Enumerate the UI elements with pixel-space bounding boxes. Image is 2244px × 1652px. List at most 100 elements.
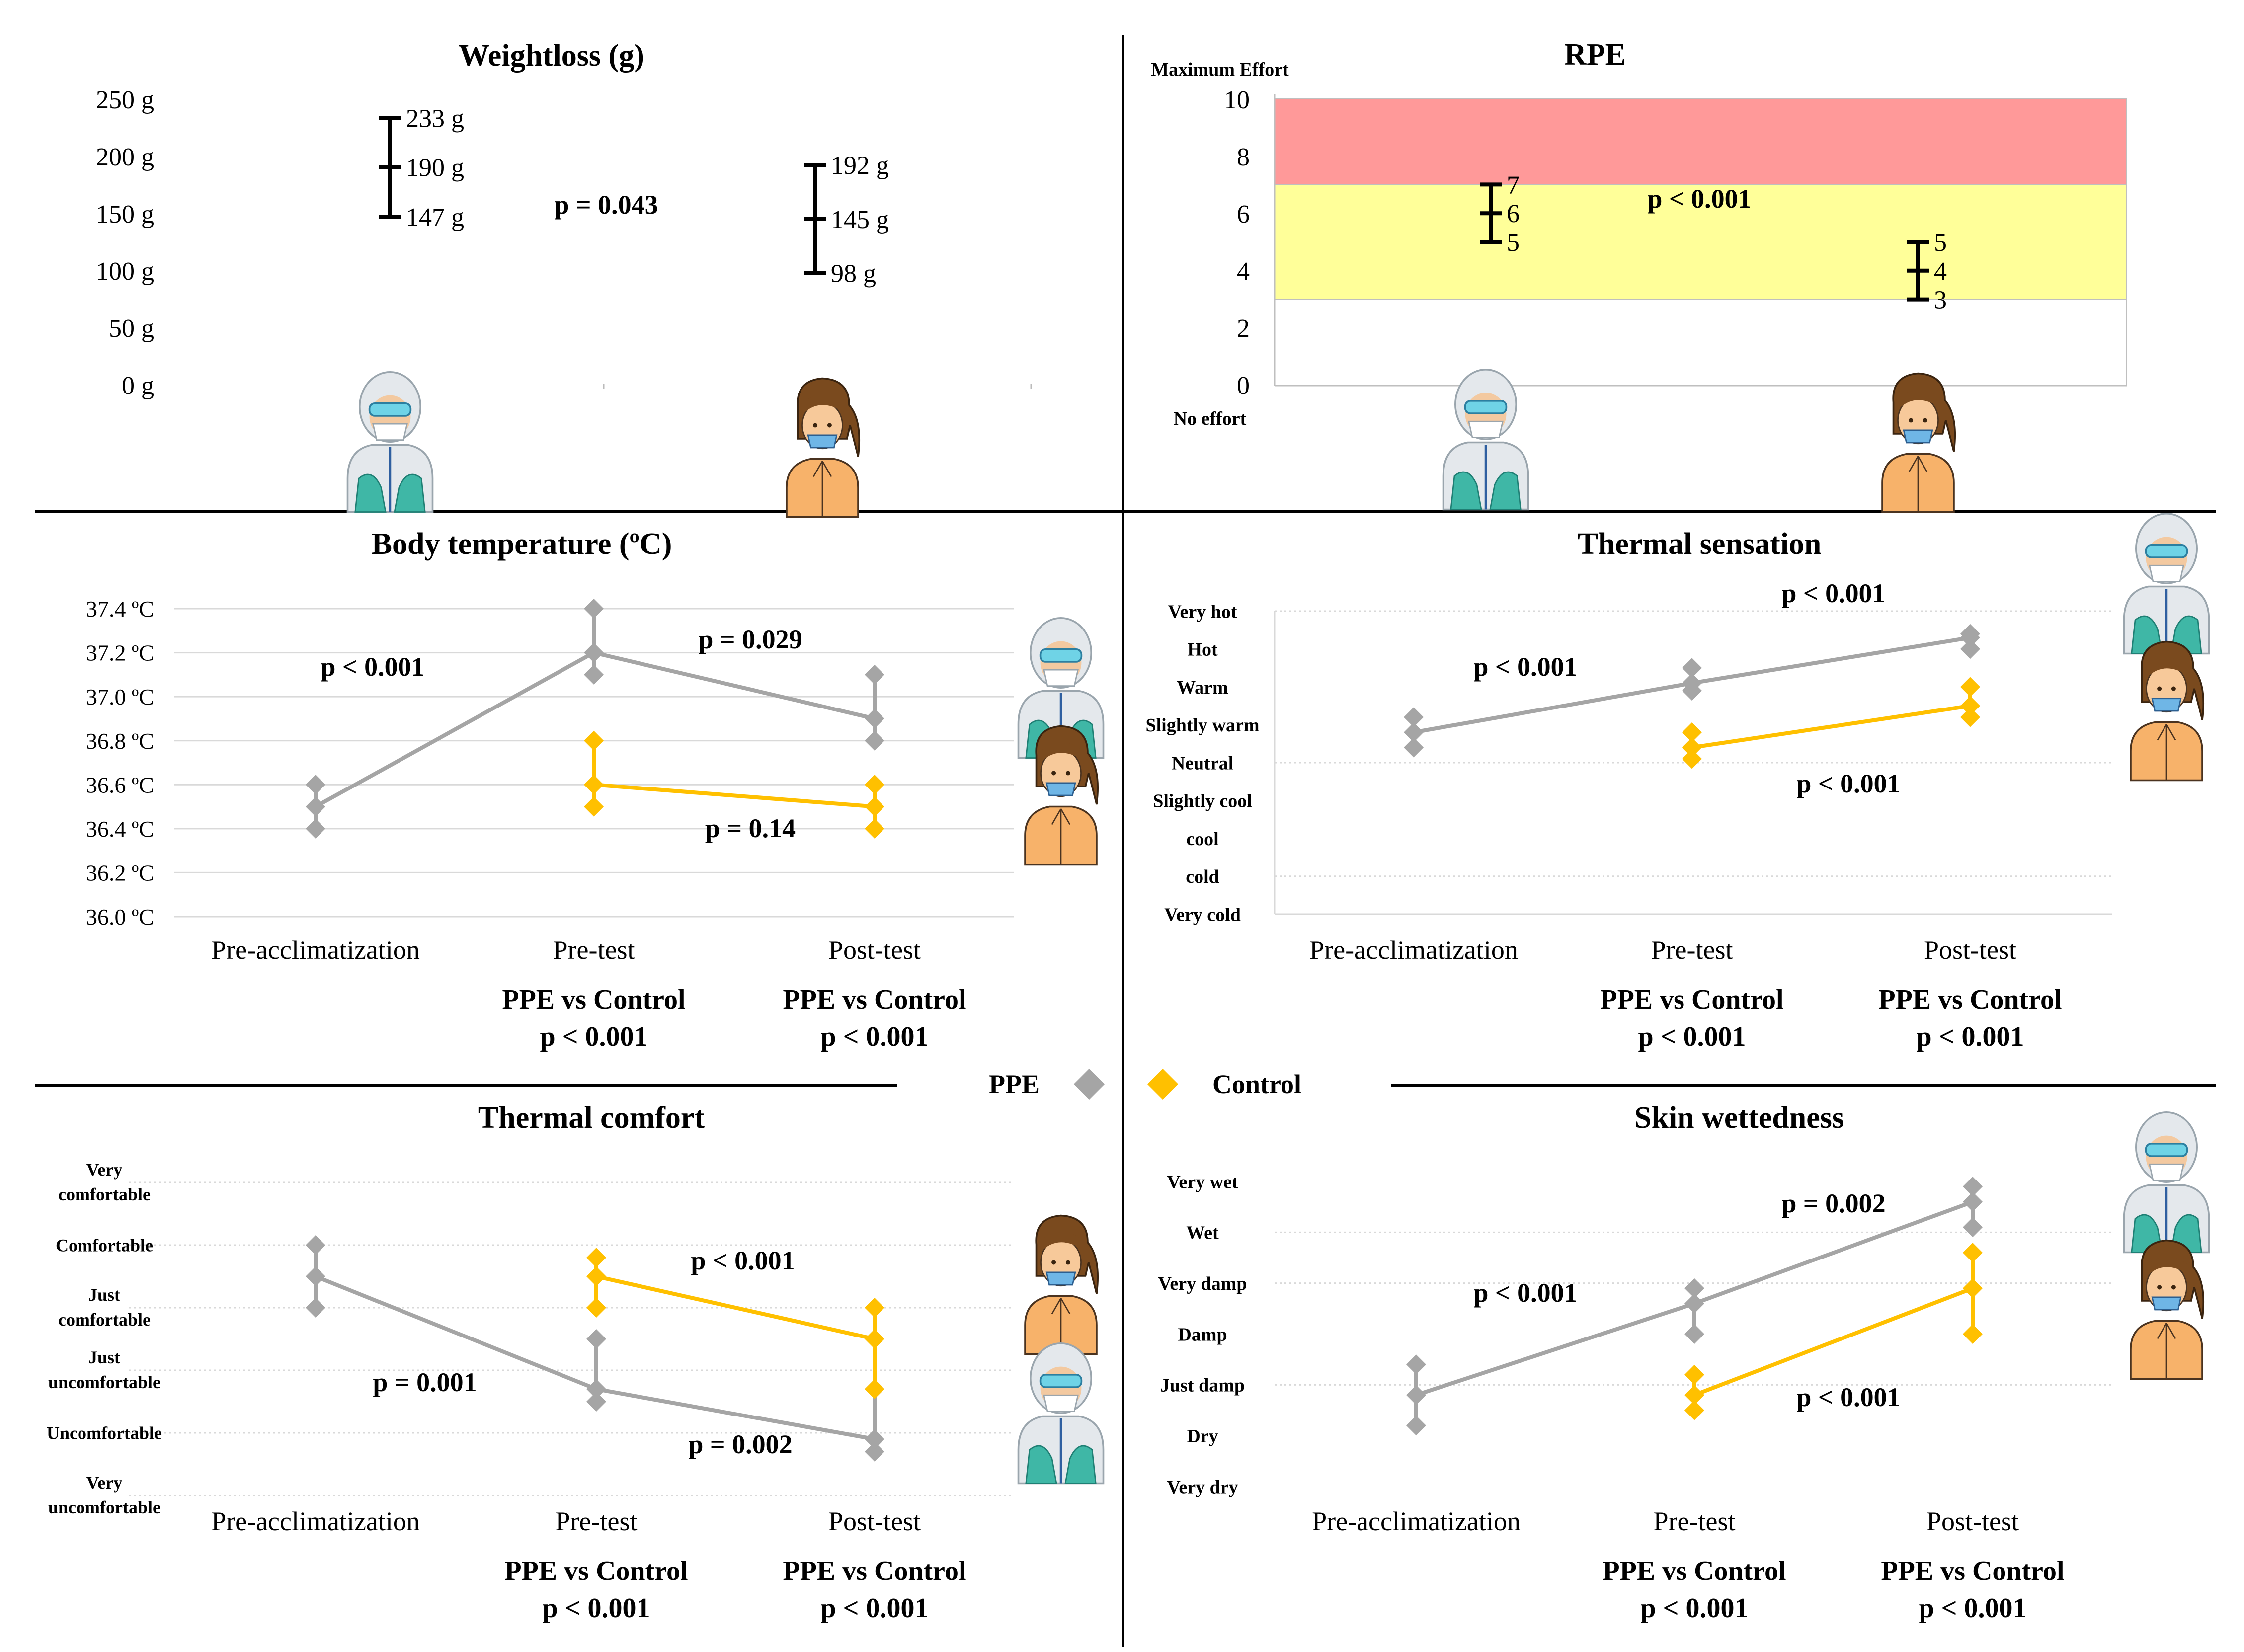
data-point-mean	[306, 1266, 325, 1286]
rpe-errorbars: 765 543	[1480, 171, 1947, 315]
data-point-high	[1682, 658, 1702, 678]
body-temperature-p-ppe-pre-post: p = 0.029	[698, 625, 802, 654]
control-person-icon	[2130, 1239, 2205, 1380]
legend: PPE Control	[989, 1068, 1301, 1100]
data-point-mean	[865, 1429, 884, 1449]
rpe-band	[1274, 299, 2127, 386]
weightloss-ytick: 200 g	[96, 143, 154, 171]
weightloss-title: Weightloss (g)	[459, 39, 644, 73]
data-point-low	[584, 664, 604, 685]
y-tick-label: 36.4 ºC	[86, 816, 154, 842]
comparison-label: PPE vs Control	[783, 984, 966, 1015]
comparison-p-value: p < 0.001	[820, 1022, 928, 1052]
thermal-sensation-p-control: p < 0.001	[1796, 769, 1900, 798]
ppe-person-icon	[2124, 1112, 2209, 1253]
weightloss-yticks: 250 g 200 g 150 g 100 g 50 g 0 g	[96, 86, 154, 400]
rpe-ytick: 0	[1237, 372, 1250, 400]
thermal-comfort-p-control: p < 0.001	[691, 1246, 795, 1275]
data-point-low	[306, 1298, 325, 1318]
y-tick-label: uncomfortable	[48, 1372, 160, 1392]
errorbar-low-label: 5	[1507, 229, 1520, 257]
y-tick-label: 37.0 ºC	[86, 684, 154, 709]
data-point-low	[1960, 639, 1980, 659]
y-tick-label: 36.8 ºC	[86, 728, 154, 754]
data-point-mean	[1684, 1385, 1704, 1405]
rpe-top-label: Maximum Effort	[1151, 59, 1289, 80]
data-point-mean	[1404, 722, 1424, 742]
control-person-icon	[1024, 1214, 1099, 1355]
x-category-label: Pre-test	[1654, 1506, 1736, 1536]
y-tick-label: Slightly cool	[1153, 791, 1252, 812]
errorbar-mean-label: 145 g	[831, 206, 889, 234]
y-tick-label: Just	[88, 1285, 120, 1305]
comparison-p-value: p < 0.001	[540, 1022, 647, 1052]
rpe-p-value: p < 0.001	[1647, 184, 1751, 214]
y-tick-label: Very damp	[1158, 1273, 1247, 1294]
weightloss-panel: Weightloss (g) 250 g 200 g 150 g 100 g 5…	[96, 39, 1032, 518]
x-category-label: Pre-acclimatization	[211, 1506, 420, 1536]
skin-wettedness-p-control: p < 0.001	[1796, 1382, 1900, 1412]
y-tick-label: Damp	[1178, 1324, 1227, 1345]
data-point-high	[1684, 1278, 1704, 1298]
skin-wettedness-panel: Skin wettedness Very wet Wet Very damp Damp…	[1158, 1101, 2209, 1624]
data-point-low	[1684, 1400, 1704, 1420]
data-point-high	[584, 730, 604, 751]
errorbar-high-label: 192 g	[831, 152, 889, 180]
data-point-mean	[1960, 628, 1980, 648]
data-point-mean	[1682, 737, 1702, 758]
data-point-low	[1406, 1416, 1426, 1436]
rpe-bottom-label: No effort	[1174, 408, 1247, 429]
ppe-person-icon	[1443, 370, 1528, 510]
legend-ppe-label: PPE	[989, 1069, 1040, 1099]
legend-control-label: Control	[1212, 1069, 1301, 1099]
legend-control-marker	[1147, 1068, 1179, 1100]
data-point-high	[306, 775, 325, 795]
data-point-mean	[1406, 1385, 1426, 1405]
data-point-low	[1684, 1324, 1704, 1344]
data-point-high	[1963, 1177, 1983, 1197]
y-tick-label: comfortable	[58, 1310, 151, 1330]
y-tick-label: 36.2 ºC	[86, 861, 154, 886]
rpe-panel: RPE Maximum Effort No effort 10 8 6 4 2 …	[1151, 38, 2127, 513]
y-tick-label: Wet	[1186, 1223, 1219, 1244]
rpe-band	[1274, 98, 2127, 185]
rpe-band	[1274, 184, 2127, 300]
comparison-p-value: p < 0.001	[1919, 1593, 2026, 1624]
weightloss-ytick: 0 g	[122, 372, 154, 400]
y-tick-label: Warm	[1177, 677, 1228, 698]
y-tick-label: Very cold	[1164, 904, 1241, 925]
skin-wettedness-p-ppe-second: p = 0.002	[1781, 1188, 1885, 1218]
y-tick-label: Just	[88, 1347, 120, 1367]
comparison-p-value: p < 0.001	[1640, 1593, 1748, 1624]
ppe-person-icon	[348, 372, 433, 512]
comparison-label: PPE vs Control	[783, 1556, 966, 1586]
data-point-high	[1404, 707, 1424, 727]
x-category-label: Post-test	[828, 1506, 921, 1536]
data-point-high	[865, 664, 884, 685]
data-point-low	[584, 796, 604, 817]
weightloss-ytick: 150 g	[96, 200, 154, 229]
skin-wettedness-p-ppe-first: p < 0.001	[1473, 1278, 1577, 1308]
errorbar-high-label: 7	[1507, 171, 1520, 199]
y-tick-label: comfortable	[58, 1184, 151, 1204]
series-line-control	[596, 1274, 875, 1341]
data-point-mean	[306, 796, 325, 817]
ppe-person-icon	[2124, 514, 2209, 654]
data-point-low	[1960, 707, 1980, 727]
weightloss-ytick: 250 g	[96, 86, 154, 114]
body-temperature-p-control: p = 0.14	[705, 813, 796, 843]
body-temperature-panel: Body temperature (ºC) 37.4 ºC 37.2 ºC 37.0…	[86, 527, 1103, 1052]
errorbar-mean-label: 4	[1934, 257, 1947, 286]
x-category-label: Pre-acclimatization	[1312, 1506, 1521, 1536]
y-tick-label: Very	[86, 1473, 123, 1493]
thermal-sensation-p-ppe-first: p < 0.001	[1473, 652, 1577, 682]
y-tick-label: Comfortable	[56, 1236, 153, 1256]
data-point-low	[865, 818, 884, 839]
data-point-high	[586, 1248, 606, 1268]
data-point-high	[1406, 1354, 1426, 1375]
errorbar-high-label: 233 g	[406, 104, 464, 133]
errorbar-low-label: 147 g	[406, 203, 464, 232]
series-line-control	[1693, 1286, 1974, 1397]
data-point-low	[865, 730, 884, 751]
